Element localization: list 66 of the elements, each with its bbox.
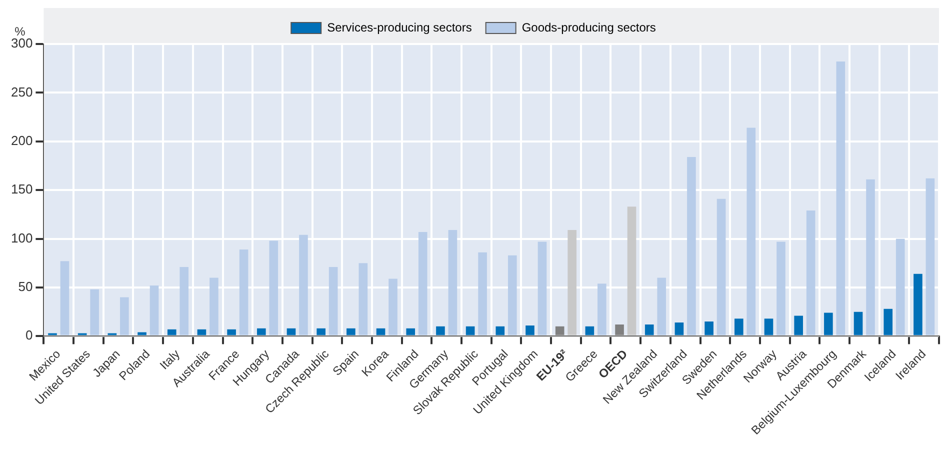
bar — [866, 179, 875, 336]
y-tick-label: 100 — [10, 230, 33, 246]
y-tick-label: 0 — [25, 328, 33, 343]
bar — [60, 261, 70, 336]
y-tick-label: 300 — [10, 36, 33, 51]
bar — [197, 329, 206, 336]
bar — [657, 278, 666, 336]
bar — [388, 278, 398, 336]
bar — [674, 322, 684, 336]
bar — [716, 198, 726, 336]
legend-label: Goods-producing sectors — [522, 20, 656, 34]
bar — [526, 325, 534, 336]
bar — [227, 329, 236, 336]
bar — [764, 318, 774, 336]
bar — [436, 326, 445, 336]
bar — [180, 267, 189, 336]
bar — [328, 267, 338, 336]
bar — [167, 329, 176, 336]
bar — [854, 312, 863, 336]
bar — [704, 322, 714, 336]
bar — [316, 328, 326, 336]
bar — [376, 328, 386, 336]
bar — [496, 326, 505, 336]
bar — [598, 284, 606, 336]
bar — [418, 232, 428, 336]
bar — [884, 308, 893, 336]
bar — [406, 328, 416, 336]
bar — [358, 263, 368, 336]
bar — [120, 297, 129, 336]
bar — [836, 62, 846, 336]
bar — [286, 328, 296, 336]
bar — [269, 240, 278, 336]
bar — [644, 324, 654, 336]
bar — [794, 316, 803, 336]
bar — [555, 326, 564, 336]
bar — [627, 206, 636, 336]
bar — [538, 242, 547, 336]
y-tick-label: 250 — [10, 84, 33, 100]
bar — [914, 274, 922, 336]
bar — [150, 286, 159, 336]
bar — [687, 156, 696, 336]
bar — [734, 318, 744, 336]
bar — [615, 324, 624, 336]
bar — [776, 242, 786, 336]
legend-label: Services-producing sectors — [327, 20, 472, 34]
y-tick-label: 50 — [18, 279, 33, 294]
bar — [256, 328, 266, 336]
bar — [806, 210, 816, 336]
y-tick-label: 200 — [10, 132, 33, 148]
bar — [824, 312, 833, 336]
bar — [346, 328, 356, 336]
bar — [746, 128, 756, 336]
bar — [299, 234, 308, 336]
bar — [568, 230, 576, 336]
bar — [478, 252, 487, 336]
bar — [210, 278, 218, 336]
bar — [466, 326, 475, 336]
bar — [896, 238, 905, 336]
bar — [448, 230, 458, 336]
bar — [90, 289, 99, 336]
y-tick-label: 150 — [10, 182, 33, 197]
bar — [239, 249, 248, 336]
bar — [585, 326, 594, 336]
bar — [508, 255, 517, 336]
bar — [926, 178, 935, 336]
y-axis-title: % — [14, 24, 26, 38]
